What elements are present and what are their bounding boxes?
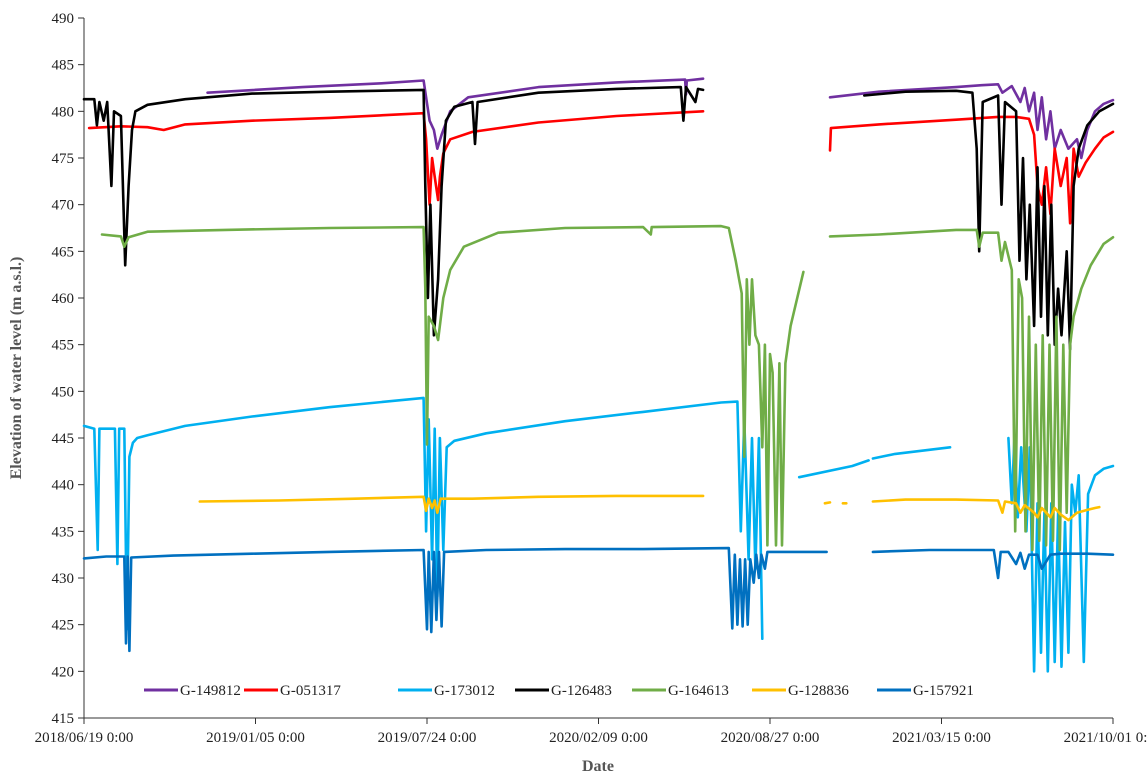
legend-label: G-126483 <box>551 683 612 699</box>
series-line <box>1007 436 1115 673</box>
legend-label: G-173012 <box>434 683 495 699</box>
series-G-173012 <box>82 396 1115 673</box>
plot-series <box>82 77 1115 673</box>
series-G-128836 <box>198 494 1101 522</box>
legend: G-149812 G-051317 G-173012 G-126483 G-164613… <box>144 683 974 699</box>
series-line <box>198 494 705 515</box>
y-tick-label: 475 <box>52 151 75 167</box>
series-line <box>871 498 1101 522</box>
x-tick-label: 2019/07/24 0:00 <box>378 730 477 746</box>
y-tick-label: 485 <box>52 58 75 74</box>
x-tick-label: 2020/08/27 0:00 <box>721 730 820 746</box>
series-line <box>206 77 705 150</box>
y-tick-label: 480 <box>52 104 75 120</box>
y-tick-label: 415 <box>52 711 75 727</box>
legend-label: G-157921 <box>913 683 974 699</box>
y-tick-label: 420 <box>52 664 75 680</box>
axes <box>83 18 1113 719</box>
legend-label: G-164613 <box>668 683 729 699</box>
x-tick-label: 2021/10/01 0:00 <box>1064 730 1148 746</box>
y-tick-label: 490 <box>52 11 75 27</box>
series-line <box>82 396 764 641</box>
y-tick-label: 460 <box>52 291 75 307</box>
y-tick-label: 425 <box>52 618 75 634</box>
legend-label: G-051317 <box>280 683 341 699</box>
series-line <box>823 501 832 505</box>
y-tick-label: 450 <box>52 384 75 400</box>
y-tick-label: 455 <box>52 338 75 354</box>
series-line <box>828 228 1115 552</box>
series-line <box>100 224 805 547</box>
series-line <box>82 546 828 653</box>
y-tick-label: 465 <box>52 244 75 260</box>
series-line <box>87 110 705 206</box>
series-line <box>871 548 1115 580</box>
x-tick-label: 2018/06/19 0:00 <box>35 730 134 746</box>
series-line <box>828 115 1115 225</box>
x-tick-label: 2020/02/09 0:00 <box>549 730 648 746</box>
y-tick-label: 470 <box>52 198 75 214</box>
y-ticks: 415 420 425 430 435 440 445 450 455 460 465 470 475 4… <box>52 11 84 727</box>
x-tick-label: 2019/01/05 0:00 <box>206 730 305 746</box>
y-tick-label: 435 <box>52 524 75 540</box>
series-line <box>828 83 1115 160</box>
legend-label: G-149812 <box>180 683 241 699</box>
x-axis-title: Date <box>582 758 614 775</box>
x-ticks: 2018/06/19 0:00 2019/01/05 0:00 2019/07/24… <box>35 718 1148 746</box>
series-line <box>797 459 870 479</box>
x-tick-label: 2021/03/15 0:00 <box>892 730 991 746</box>
legend-label: G-128836 <box>788 683 849 699</box>
series-line <box>82 85 705 337</box>
series-G-164613 <box>100 224 1115 552</box>
y-tick-label: 445 <box>52 431 75 447</box>
series-G-126483 <box>82 85 1115 351</box>
y-tick-label: 430 <box>52 571 75 587</box>
series-G-149812 <box>206 77 1115 160</box>
series-G-051317 <box>87 110 1115 225</box>
series-G-157921 <box>82 546 1115 653</box>
y-tick-label: 440 <box>52 478 75 494</box>
y-axis-title: Elevation of water level (m a.s.l.) <box>8 257 25 480</box>
series-line <box>871 445 952 460</box>
